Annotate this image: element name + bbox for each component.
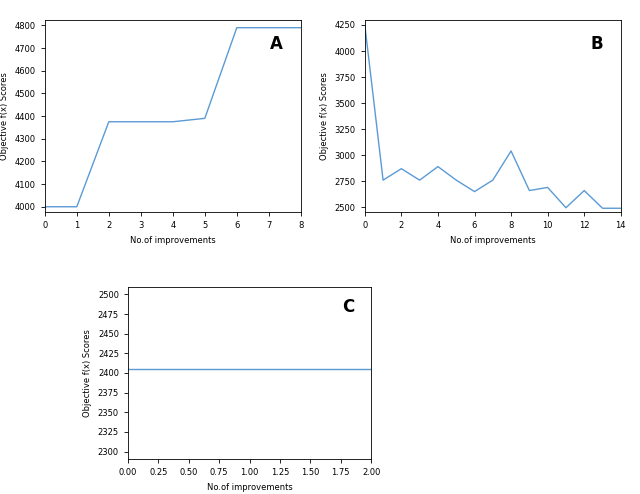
Y-axis label: Objective f(x) Scores: Objective f(x) Scores <box>83 329 92 417</box>
Text: C: C <box>342 298 355 317</box>
Y-axis label: Objective f(x) Scores: Objective f(x) Scores <box>0 72 9 160</box>
Y-axis label: Objective f(x) Scores: Objective f(x) Scores <box>320 72 329 160</box>
Text: B: B <box>590 35 603 53</box>
X-axis label: No.of improvements: No.of improvements <box>450 236 536 245</box>
Text: A: A <box>270 35 283 53</box>
X-axis label: No.of improvements: No.of improvements <box>207 483 292 492</box>
X-axis label: No.of improvements: No.of improvements <box>130 236 216 245</box>
